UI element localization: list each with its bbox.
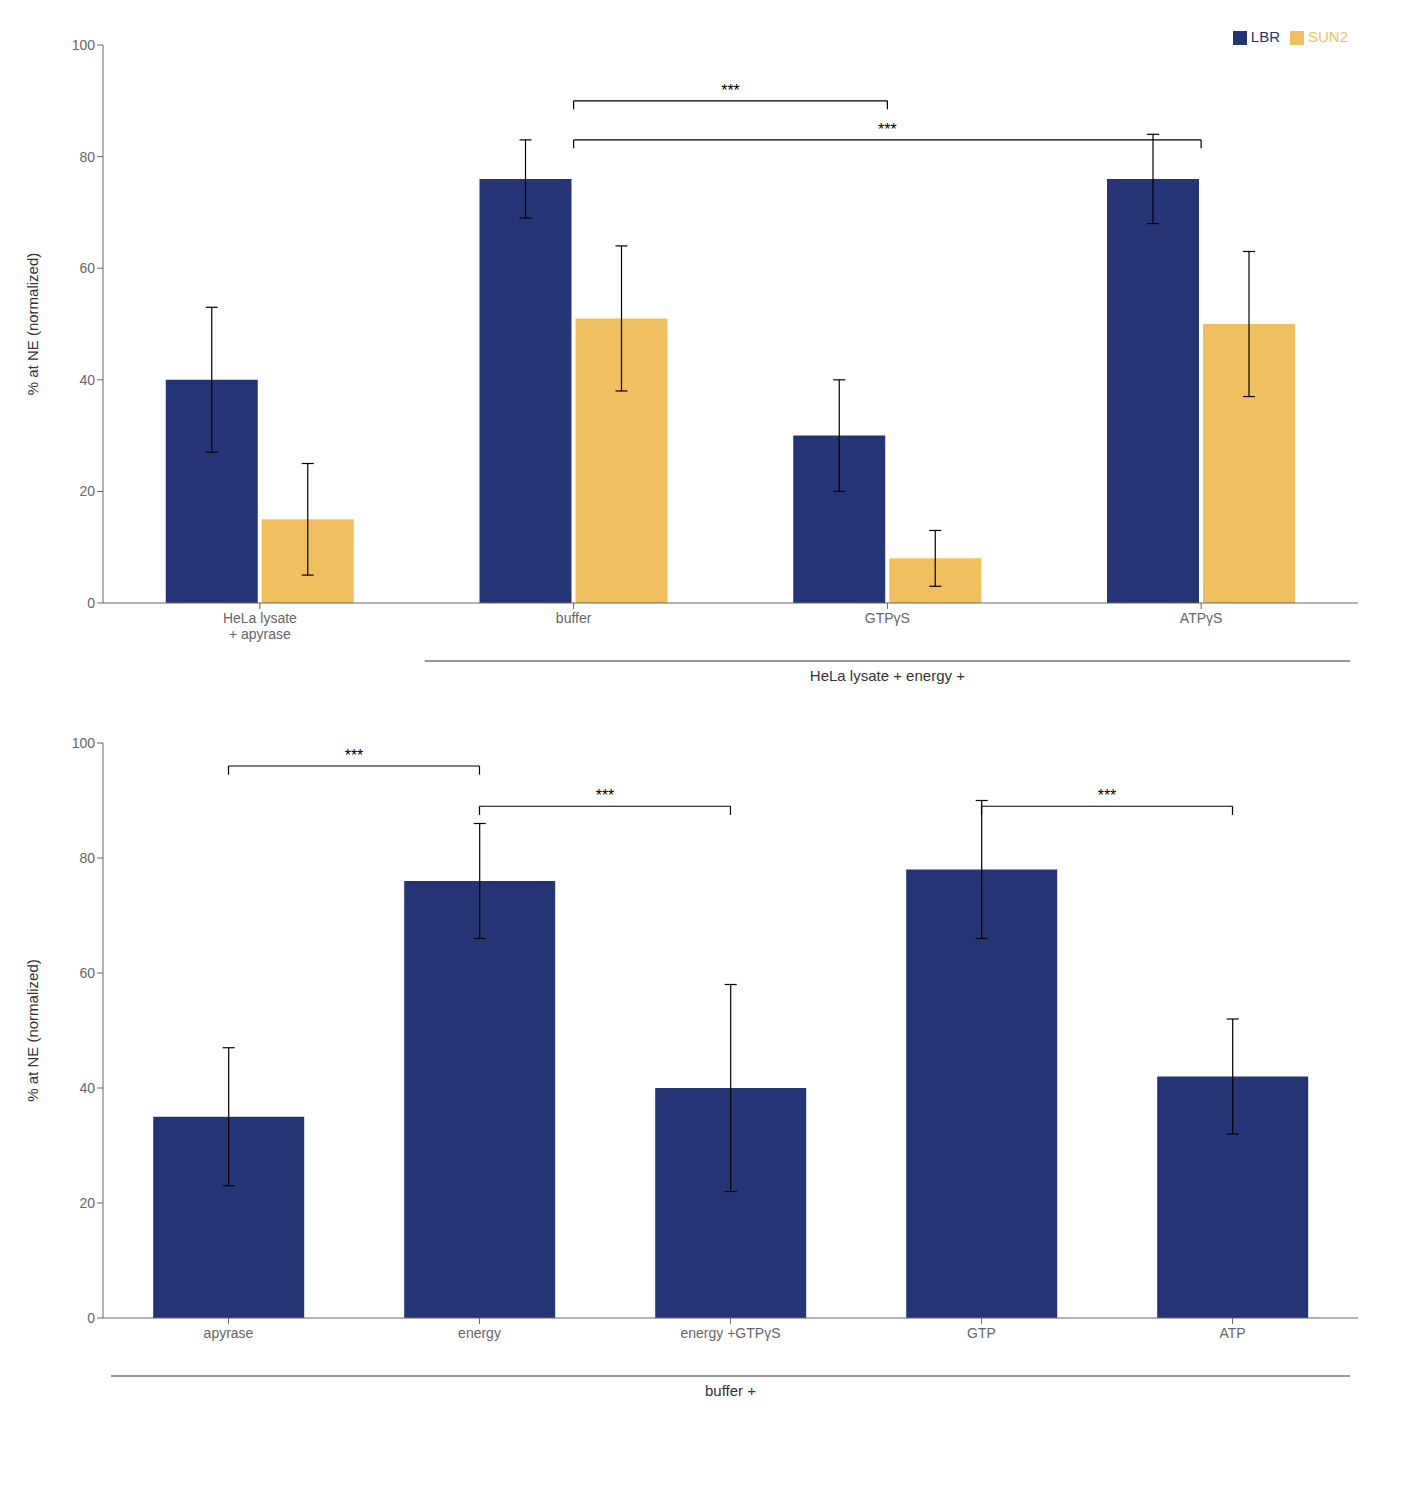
- svg-text:40: 40: [79, 1080, 95, 1096]
- svg-text:20: 20: [79, 1195, 95, 1211]
- svg-text:buffer: buffer: [556, 610, 592, 626]
- svg-text:***: ***: [1098, 787, 1117, 804]
- svg-text:40: 40: [79, 372, 95, 388]
- svg-text:60: 60: [79, 260, 95, 276]
- svg-text:100: 100: [72, 735, 96, 751]
- svg-text:buffer +: buffer +: [705, 1382, 756, 1399]
- html-text:LBR: LBR: [1250, 28, 1280, 45]
- svg-text:energy: energy: [458, 1325, 501, 1341]
- svg-text:***: ***: [596, 787, 615, 804]
- html-text:SUN2: SUN2: [1308, 28, 1348, 45]
- svg-text:60: 60: [79, 965, 95, 981]
- svg-text:100: 100: [72, 37, 96, 53]
- svg-text:% at NE (normalized): % at NE (normalized): [24, 959, 41, 1102]
- svg-text:% at NE (normalized): % at NE (normalized): [24, 253, 41, 396]
- svg-text:GTPγS: GTPγS: [865, 610, 910, 626]
- svg-text:GTP: GTP: [967, 1325, 996, 1341]
- svg-text:0: 0: [87, 595, 95, 611]
- svg-text:energy +GTPγS: energy +GTPγS: [681, 1325, 781, 1341]
- svg-text:***: ***: [878, 121, 897, 138]
- svg-text:ATPγS: ATPγS: [1180, 610, 1223, 626]
- svg-text:apyrase: apyrase: [204, 1325, 254, 1341]
- svg-text:ATP: ATP: [1219, 1325, 1245, 1341]
- svg-text:***: ***: [721, 82, 740, 99]
- svg-text:***: ***: [345, 747, 364, 764]
- svg-text:80: 80: [79, 149, 95, 165]
- svg-text:80: 80: [79, 850, 95, 866]
- svg-text:0: 0: [87, 1310, 95, 1326]
- svg-text:20: 20: [79, 483, 95, 499]
- svg-text:HeLa lysate+ apyrase: HeLa lysate+ apyrase: [223, 610, 297, 642]
- svg-text:HeLa lysate + energy +: HeLa lysate + energy +: [810, 667, 965, 684]
